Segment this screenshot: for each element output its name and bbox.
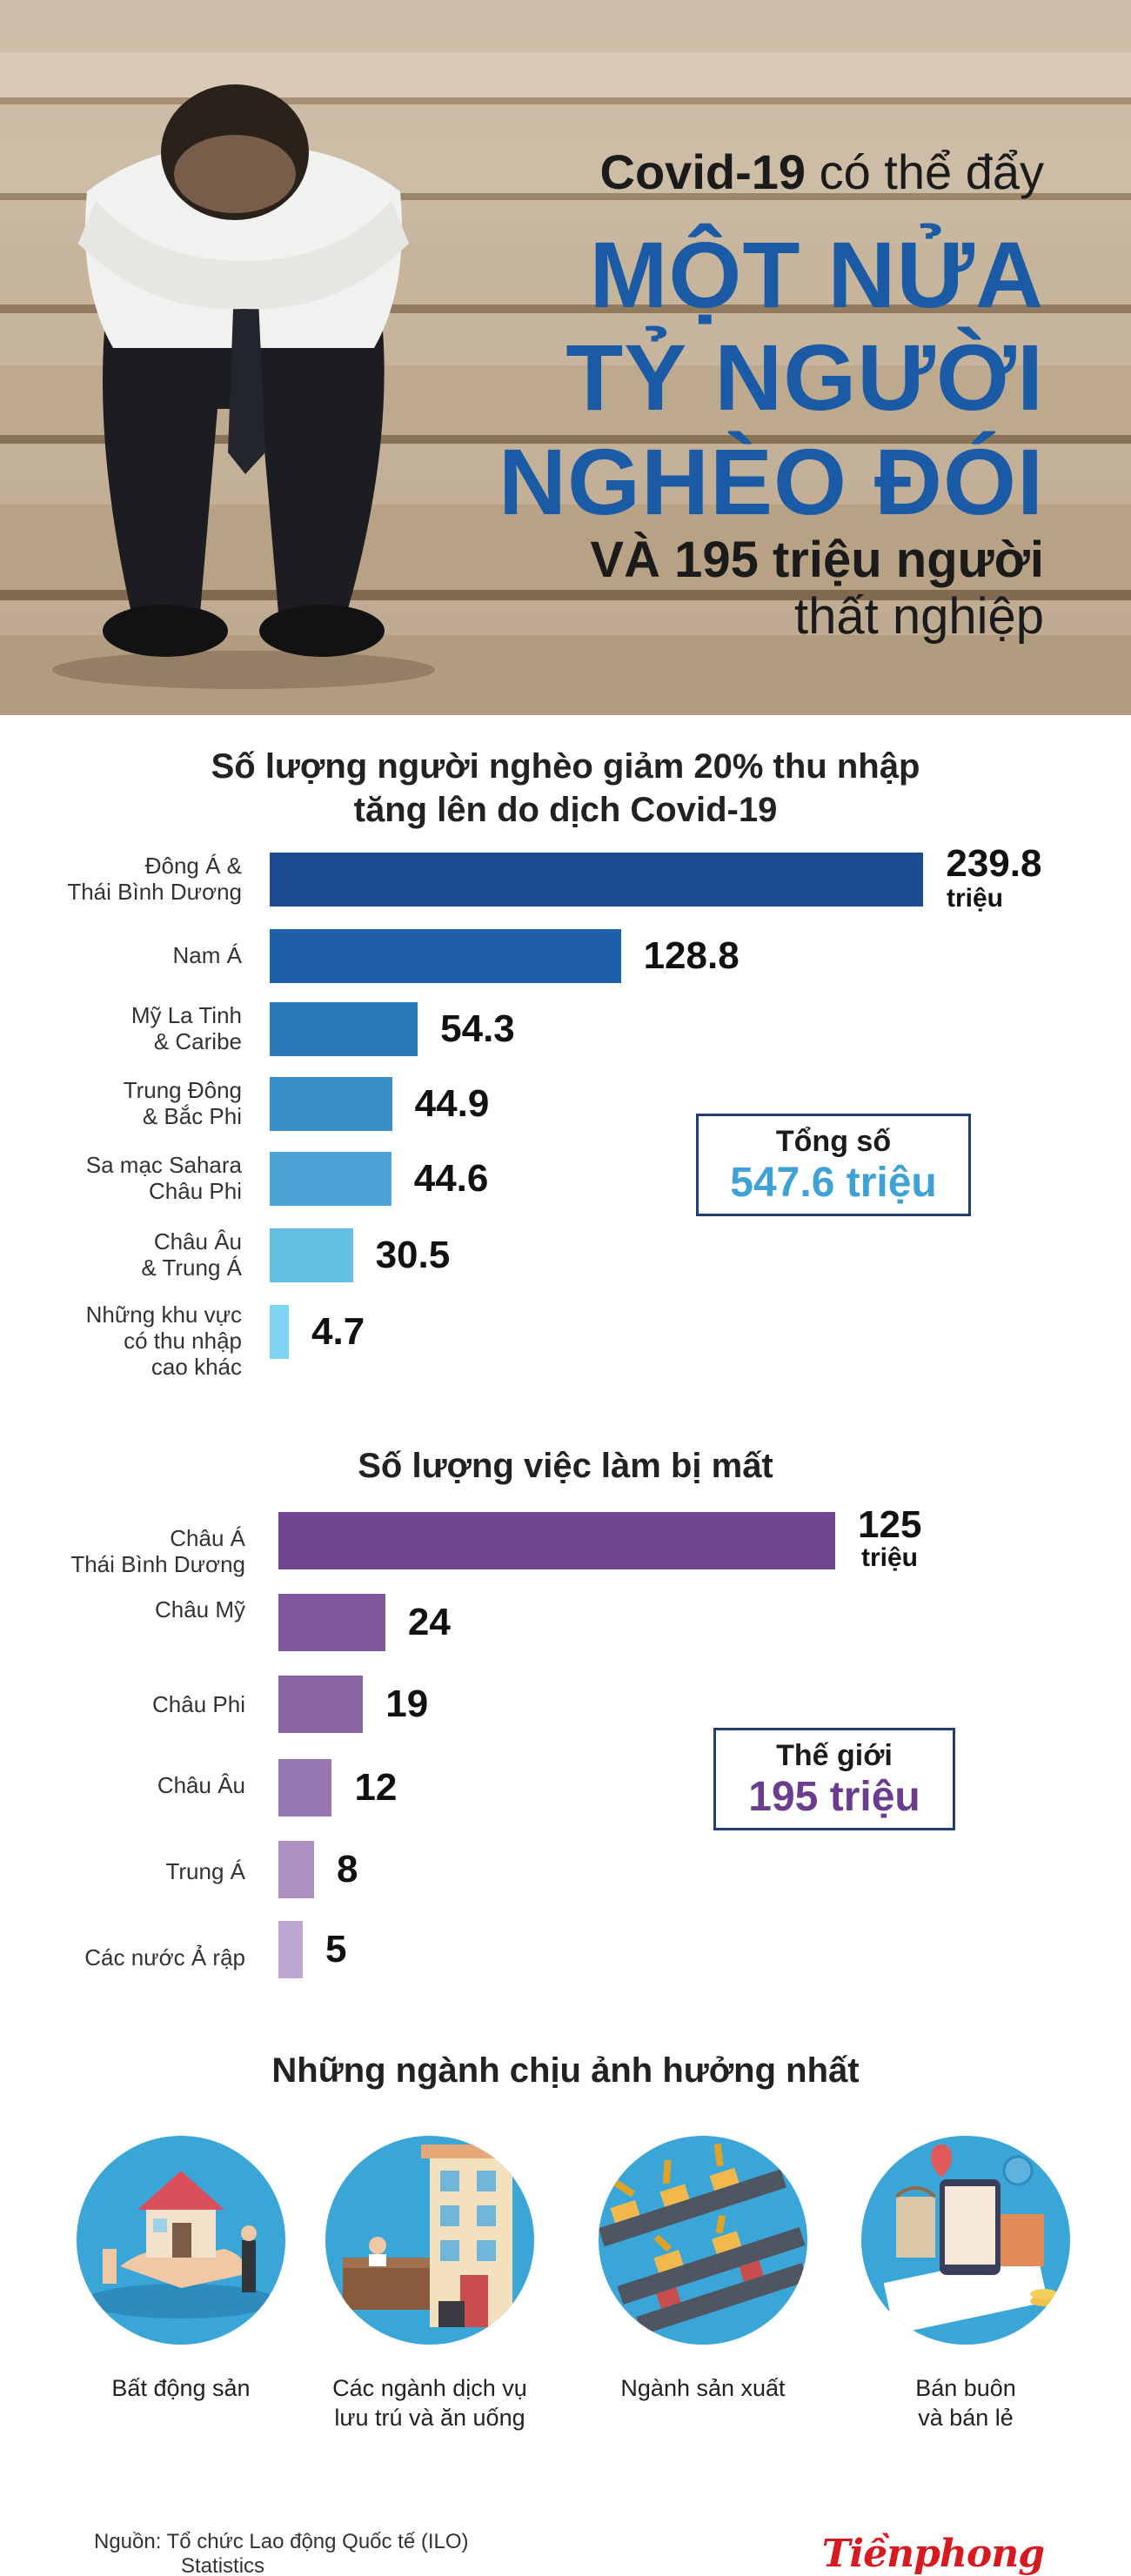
sector-label-retail: Bán buôn và bán lẻ: [915, 2375, 1016, 2431]
jobs-unit-label: triệu: [861, 1543, 919, 1572]
value-label: 24: [407, 1601, 451, 1643]
value-label: 30.5: [375, 1234, 451, 1276]
hero-line-1: Covid-19 có thể đẩy: [599, 144, 1044, 199]
bar: [278, 1759, 332, 1817]
value-label: 12: [354, 1766, 398, 1809]
value-label: 44.6: [413, 1157, 489, 1200]
category-label: Châu Phi: [152, 1691, 245, 1717]
bar: [278, 1921, 303, 1978]
category-label: Châu Âu & Trung Á: [141, 1228, 242, 1281]
sectors-title: Những ngành chịu ảnh hưởng nhất: [271, 2051, 860, 2090]
bar: [278, 1676, 364, 1733]
category-label: Những khu vực có thu nhập cao khác: [85, 1301, 242, 1380]
source-note: Nguồn: Tổ chức Lao động Quốc tế (ILO) St…: [94, 2530, 469, 2576]
retail-icon: [861, 2136, 1070, 2345]
jobs-total-box: Thế giới 195 triệu: [713, 1728, 955, 1830]
bar: [278, 1512, 835, 1569]
hero-headline-line-2: MỘT NỬA: [589, 222, 1044, 327]
sector-label-hospitality: Các ngành dịch vụ lưu trú và ăn uống: [332, 2375, 527, 2431]
sector-label-manufacturing: Ngành sản xuất: [620, 2375, 786, 2401]
category-label: Trung Á: [165, 1858, 245, 1884]
value-label: 5: [325, 1928, 347, 1970]
hero-headline-line-4: NGHÈO ĐÓI: [498, 429, 1044, 534]
value-label: 128.8: [643, 934, 740, 977]
category-label: Châu Âu: [157, 1772, 245, 1798]
tienphong-logo: Tiềnphong: [821, 2532, 1045, 2576]
hero-line-6: thất nghiệp: [793, 588, 1044, 645]
category-label: Các nước Ả rập: [84, 1944, 245, 1970]
hero-line-5: VÀ 195 triệu người: [590, 532, 1044, 588]
value-label: 19: [385, 1683, 429, 1725]
value-label: 54.3: [440, 1007, 515, 1050]
real-estate-icon: [77, 2136, 285, 2345]
factory-icon: [599, 2136, 807, 2345]
poverty-chart-title-line-1: Số lượng người nghèo giảm 20% thu nhập: [211, 747, 920, 786]
category-label: Mỹ La Tinh & Caribe: [130, 1002, 242, 1054]
category-label: Đông Á & Thái Bình Dương: [67, 853, 242, 905]
category-label: Châu Mỹ: [154, 1596, 245, 1623]
bar: [270, 929, 621, 983]
stair-step: [0, 52, 1131, 104]
value-label: 239.8: [946, 842, 1042, 885]
hero-headline-line-3: TỶ NGƯỜI: [566, 325, 1044, 430]
bar: [270, 1228, 353, 1282]
poverty-unit-label: triệu: [947, 884, 1004, 913]
sector-label-real-estate: Bất động sản: [111, 2375, 251, 2401]
jobs-total-value: 195 triệu: [748, 1774, 920, 1820]
poverty-total-value: 547.6 triệu: [730, 1160, 937, 1206]
hotel-icon: [325, 2136, 534, 2345]
sad-man-illustration: [52, 84, 435, 689]
jobs-chart-title: Số lượng việc làm bị mất: [358, 1447, 773, 1485]
poverty-total-box: Tổng số 547.6 triệu: [696, 1114, 971, 1216]
bar: [270, 1077, 392, 1131]
poverty-total-label: Tổng số: [775, 1125, 892, 1158]
poverty-chart-title-line-2: tăng lên do dịch Covid-19: [353, 791, 778, 829]
bar: [270, 1305, 289, 1359]
category-label: Trung Đông & Bắc Phi: [123, 1077, 242, 1129]
bar: [278, 1594, 385, 1651]
bar: [270, 1152, 392, 1206]
source-line-1: Nguồn: Tổ chức Lao động Quốc tế (ILO): [94, 2530, 469, 2553]
source-line-2: Statistics: [181, 2554, 265, 2576]
bar: [270, 1002, 418, 1056]
category-label: Châu Á Thái Bình Dương: [70, 1525, 245, 1577]
bar: [278, 1841, 314, 1898]
jobs-total-label: Thế giới: [776, 1739, 893, 1772]
value-label: 4.7: [311, 1310, 365, 1353]
category-label: Sa mạc Sahara Châu Phi: [85, 1152, 242, 1204]
value-label: 8: [336, 1848, 358, 1890]
value-label: 44.9: [414, 1082, 490, 1125]
hero-banner: Covid-19 có thể đẩy MỘT NỬA TỶ NGƯỜI NGH…: [0, 0, 1131, 715]
value-label: 125: [858, 1503, 922, 1546]
bar: [270, 853, 924, 907]
category-label: Nam Á: [172, 942, 242, 968]
